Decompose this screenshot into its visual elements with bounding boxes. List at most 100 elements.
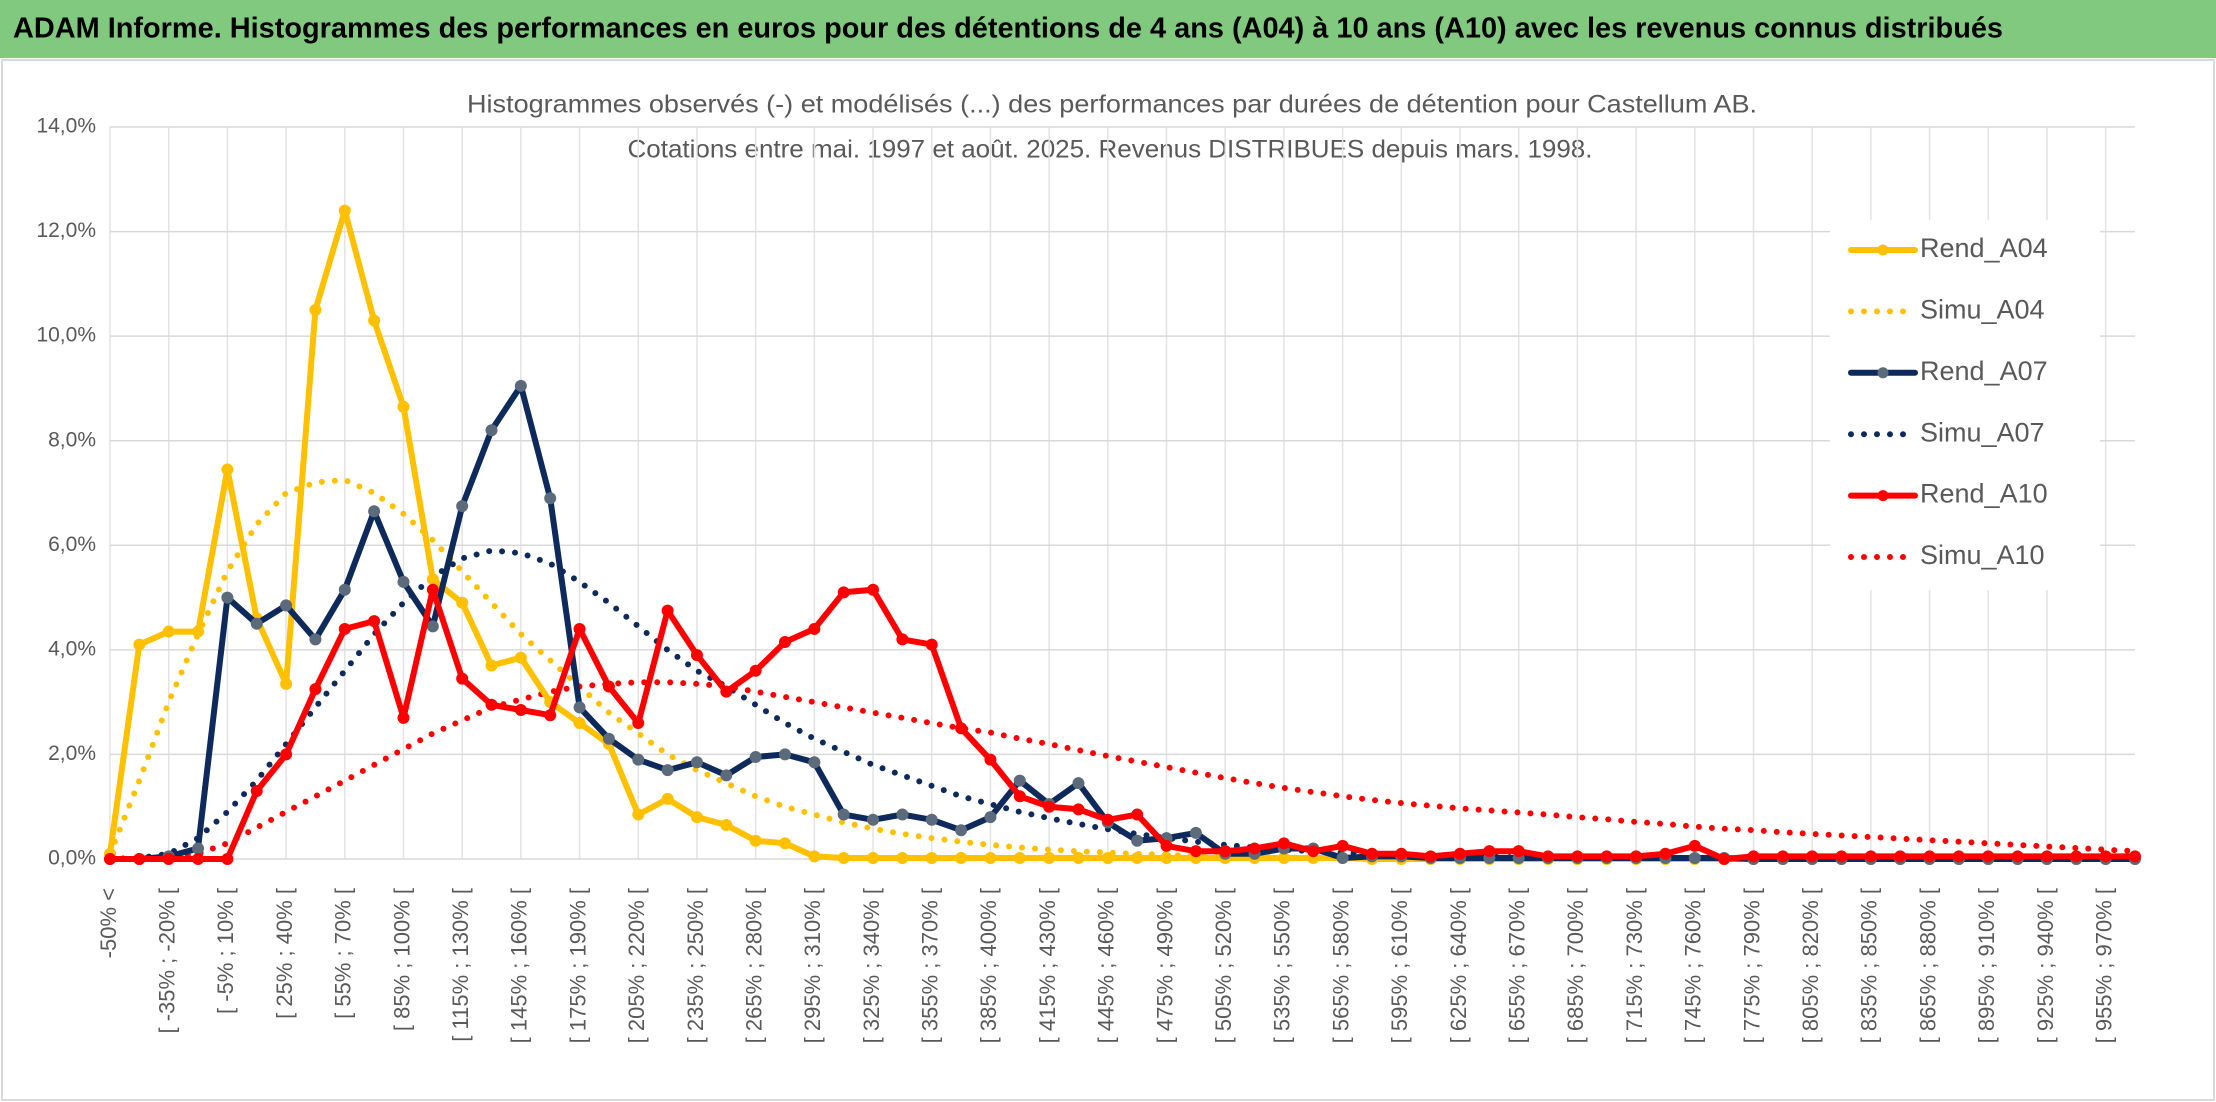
point (1013, 790, 1026, 803)
point (309, 683, 322, 696)
point (1483, 845, 1496, 858)
x-tick-label: [ 835% ; 850% [ (1857, 888, 1882, 1043)
point (426, 573, 439, 586)
x-tick-label: [ 205% ; 220% [ (624, 888, 649, 1043)
point (955, 824, 968, 837)
point (1630, 850, 1643, 863)
x-tick-label: [ 55% ; 70% [ (331, 888, 356, 1019)
point (192, 625, 205, 638)
y-tick-label: 14,0% (36, 115, 96, 138)
point (338, 204, 351, 217)
point (1542, 850, 1555, 863)
x-tick-label: [ 625% ; 640% [ (1446, 888, 1471, 1043)
point (280, 748, 293, 761)
legend-label: Simu_A10 (1920, 540, 2045, 570)
point (514, 703, 527, 716)
point (514, 379, 527, 392)
point (984, 851, 997, 864)
point (632, 808, 645, 821)
header-title: ADAM Informe. Histogrammes des performan… (13, 13, 2003, 45)
point (309, 304, 322, 316)
point (1072, 851, 1085, 864)
point (661, 792, 674, 805)
point (808, 622, 821, 635)
x-tick-label: [ 385% ; 400% [ (976, 888, 1001, 1043)
x-tick-label: [ 325% ; 340% [ (859, 888, 884, 1043)
point (309, 633, 322, 646)
point (1219, 845, 1232, 858)
point (1835, 850, 1848, 863)
x-tick-label: [ 85% ; 100% [ (389, 888, 414, 1031)
point (1571, 850, 1584, 863)
point (808, 756, 821, 769)
point (632, 753, 645, 766)
point (867, 583, 880, 596)
point (426, 620, 439, 633)
y-tick-label: 12,0% (36, 219, 96, 242)
point (1043, 851, 1056, 864)
point (837, 808, 850, 821)
point (661, 764, 674, 777)
point (544, 492, 557, 505)
x-tick-label: -50% < (96, 888, 121, 958)
point (602, 680, 615, 693)
legend-box (1830, 220, 2100, 590)
point (2129, 850, 2141, 863)
point (955, 722, 968, 735)
point (690, 649, 703, 662)
point (133, 853, 146, 865)
point (1336, 839, 1349, 852)
point (925, 813, 938, 826)
point (1248, 842, 1261, 855)
x-tick-label: [ 115% ; 130% [ (448, 888, 473, 1042)
x-tick-label: [ 805% ; 820% [ (1798, 888, 1823, 1043)
point (514, 651, 527, 664)
x-tick-label: [ 265% ; 280% [ (741, 888, 766, 1043)
point (1718, 853, 1731, 865)
x-tick-label: [ 955% ; 970% [ (2091, 888, 2116, 1043)
point (779, 837, 791, 850)
point (1101, 813, 1114, 826)
point (896, 851, 909, 864)
header-bar (0, 0, 2216, 58)
point (1160, 851, 1173, 864)
point (573, 717, 586, 730)
observed-line (107, 586, 2138, 862)
point (456, 500, 469, 513)
point (749, 751, 762, 764)
point (1952, 850, 1965, 863)
x-tick-label: [ 865% ; 880% [ (1915, 888, 1940, 1043)
model-line (107, 476, 1405, 862)
point (1160, 839, 1173, 852)
point (720, 685, 733, 698)
point (2011, 850, 2024, 863)
point (720, 819, 733, 832)
point (749, 664, 762, 677)
point (104, 853, 116, 865)
point (837, 851, 850, 864)
point (221, 853, 234, 865)
point (280, 599, 293, 612)
legend-label: Rend_A10 (1920, 479, 2048, 509)
point (896, 808, 909, 821)
point (867, 851, 880, 864)
y-tick-label: 8,0% (48, 428, 96, 451)
point (1747, 850, 1760, 863)
x-tick-label: [ -5% ; 10% [ (213, 888, 238, 1014)
point (1659, 847, 1672, 860)
point (690, 756, 703, 769)
point (1131, 834, 1144, 847)
point (2070, 850, 2083, 863)
point (162, 625, 175, 638)
point (338, 622, 351, 635)
point (1013, 851, 1026, 864)
x-tick-label: [ 235% ; 250% [ (683, 888, 708, 1043)
legend-label: Rend_A07 (1920, 356, 2048, 386)
point (1131, 851, 1144, 864)
point (632, 717, 645, 730)
point (1189, 845, 1202, 858)
point (779, 748, 791, 761)
point (1072, 777, 1085, 790)
x-tick-label: [ 925% ; 940% [ (2033, 888, 2058, 1043)
point (544, 709, 557, 722)
